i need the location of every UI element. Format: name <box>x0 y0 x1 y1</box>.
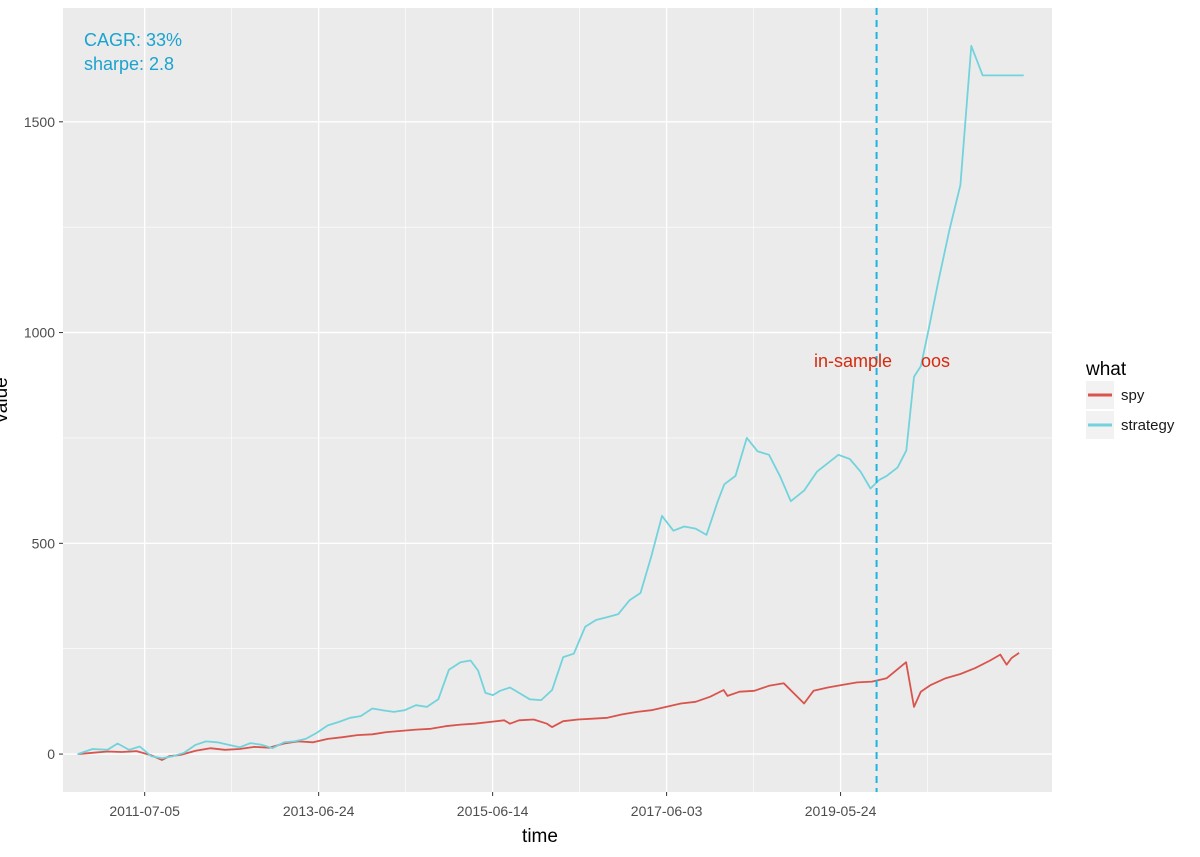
y-tick-label: 500 <box>32 535 56 551</box>
oos-label: oos <box>921 351 950 371</box>
series-layer <box>77 45 1024 761</box>
sharpe-stat: sharpe: 2.8 <box>84 54 174 74</box>
legend: what spy strategy <box>1085 359 1175 439</box>
in-sample-label: in-sample <box>814 351 892 371</box>
x-axis: 2011-07-05 2013-06-24 2015-06-14 2017-06-03… <box>109 792 877 819</box>
x-axis-title: time <box>522 826 558 847</box>
y-tick-label: 1000 <box>24 325 55 341</box>
series-line-strategy <box>77 45 1024 760</box>
plot-panel <box>63 8 1052 792</box>
y-axis-title: value <box>0 377 12 422</box>
x-tick-label: 2011-07-05 <box>109 803 180 819</box>
x-tick-label: 2015-06-14 <box>457 803 529 819</box>
legend-label-strategy: strategy <box>1121 417 1175 434</box>
x-tick-label: 2013-06-24 <box>283 803 355 819</box>
y-tick-label: 0 <box>47 746 55 762</box>
cagr-stat: CAGR: 33% <box>84 30 182 50</box>
x-tick-label: 2017-06-03 <box>631 803 703 819</box>
legend-label-spy: spy <box>1121 387 1145 404</box>
y-axis: 0 500 1000 1500 <box>24 114 63 762</box>
x-tick-label: 2019-05-24 <box>805 803 877 819</box>
major-gridlines <box>63 8 1052 792</box>
y-tick-label: 1500 <box>24 114 55 130</box>
minor-gridlines <box>63 8 1052 792</box>
legend-title: what <box>1085 359 1127 380</box>
series-line-spy <box>77 652 1020 761</box>
